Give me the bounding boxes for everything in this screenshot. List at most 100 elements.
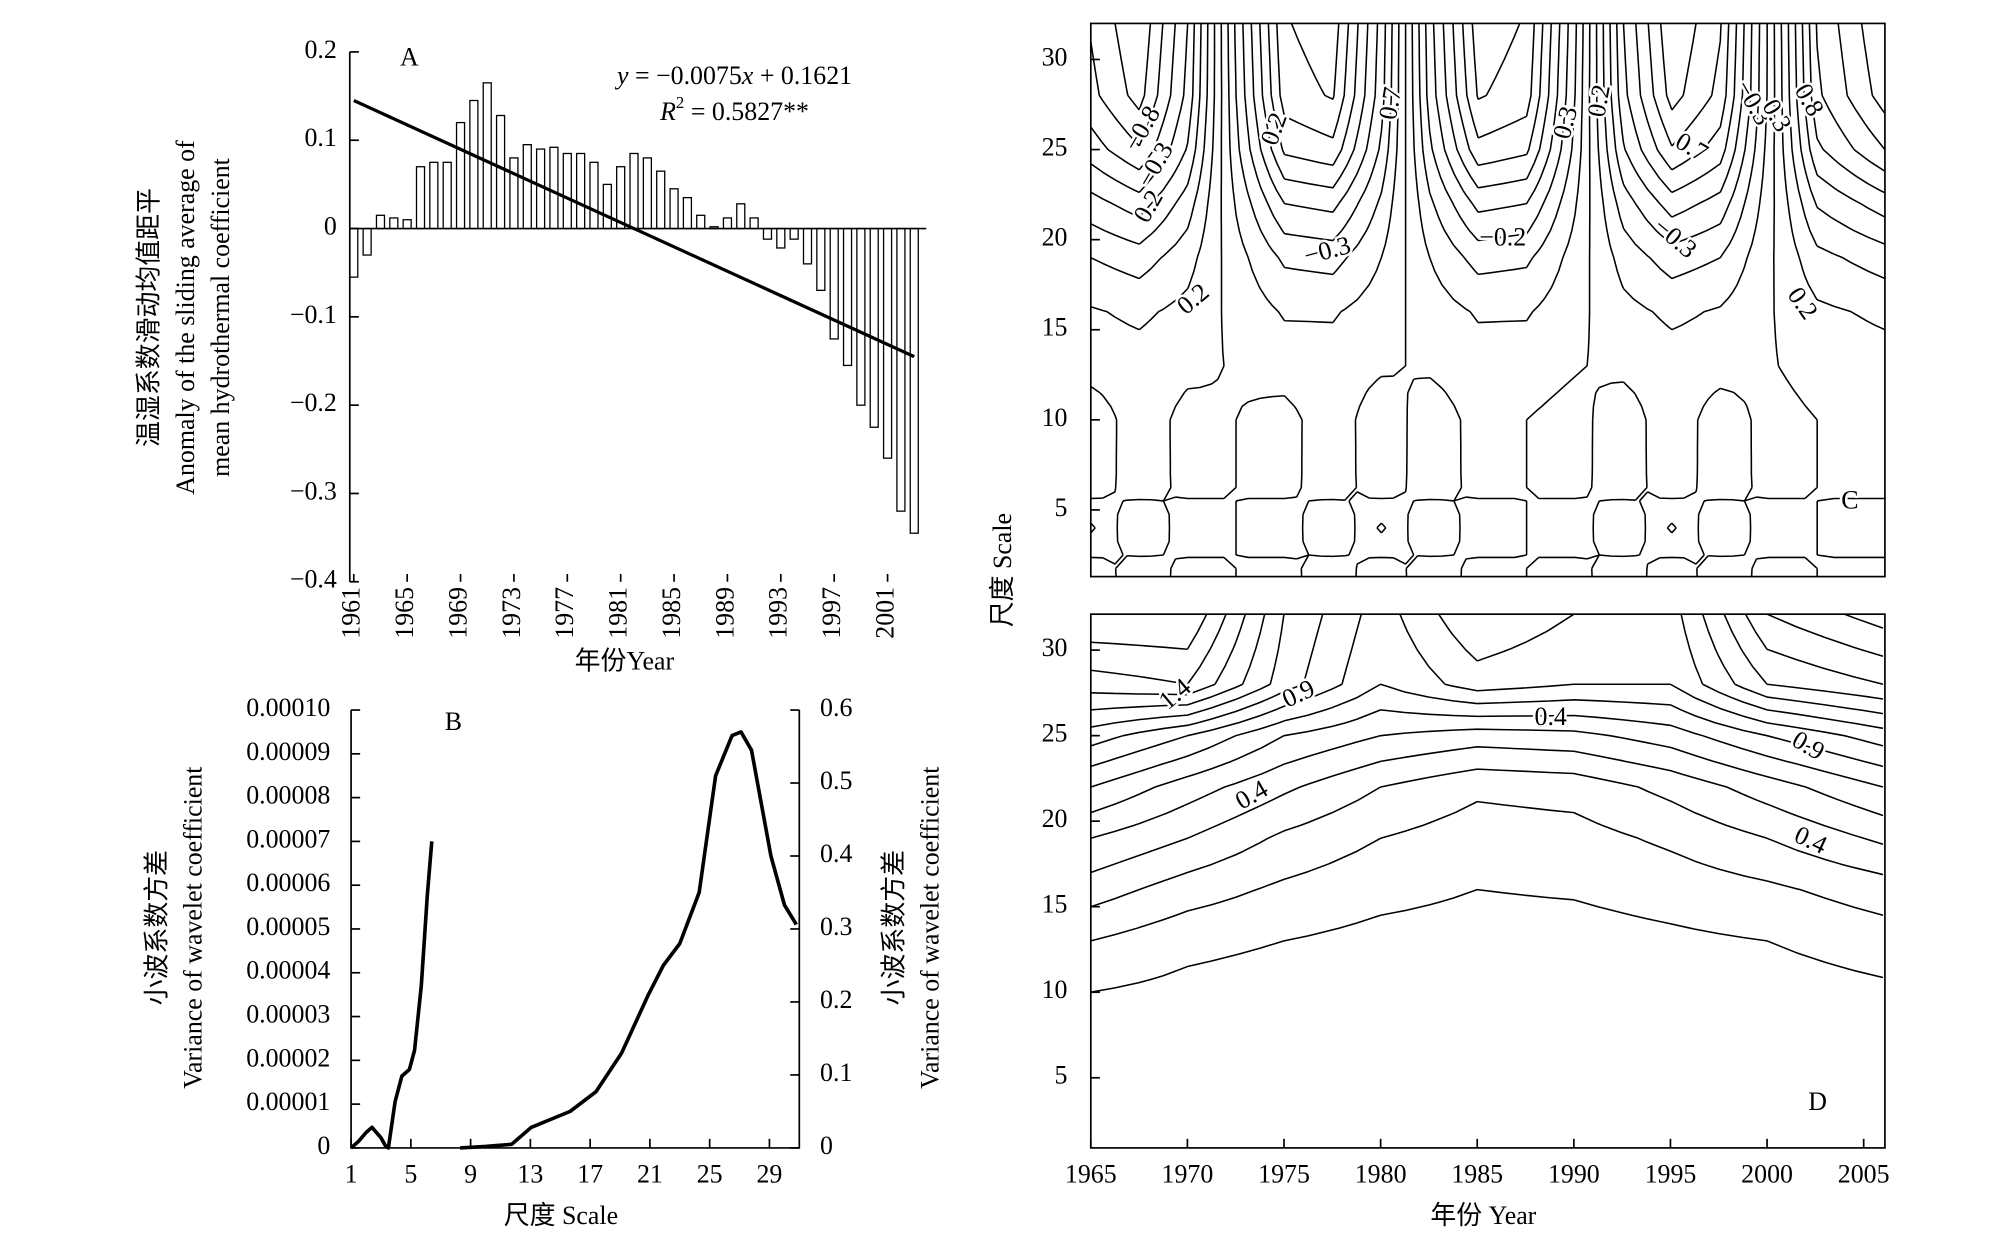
contour-group — [1090, 614, 1884, 993]
panel-label: D — [1808, 1087, 1827, 1116]
contour-line — [1227, 23, 1768, 534]
contour-line — [1090, 614, 1884, 651]
axes-frame — [350, 710, 801, 1149]
contour-line — [1090, 614, 1884, 768]
bar — [789, 227, 799, 240]
y-tick-label: 25 — [1042, 719, 1068, 748]
contour-line — [1090, 888, 1884, 993]
x-tick-label: 2000 — [1741, 1159, 1793, 1188]
x-tick-label: 2001 — [871, 587, 900, 639]
x-tick-label: 21 — [637, 1159, 663, 1188]
bar — [909, 227, 919, 534]
bar — [642, 157, 653, 230]
x-tick-label: 1990 — [1548, 1159, 1600, 1188]
bar — [575, 152, 586, 230]
contour-line — [1233, 23, 1761, 280]
bar — [722, 217, 733, 230]
x-tick-label: 13 — [517, 1159, 543, 1188]
plot-frame — [1089, 613, 1886, 1149]
x-tick-label: 1973 — [497, 587, 526, 639]
bar — [522, 144, 532, 230]
panel-label: C — [1841, 486, 1858, 515]
x-tick-label: 1961 — [337, 587, 366, 639]
bar — [482, 82, 492, 230]
bar — [469, 99, 479, 230]
contour-label: 0.2 — [1582, 82, 1616, 119]
contour-line — [1090, 614, 1884, 747]
y2-tick-label: 0.1 — [820, 1058, 852, 1087]
contour-line — [1090, 768, 1884, 908]
y2-axis-label: Variance of wavelet coefficient — [916, 766, 945, 1089]
x-tick-label: 1975 — [1258, 1159, 1310, 1188]
y-axis-label: mean hydrothermal coefficient — [206, 157, 235, 477]
contour-line — [1090, 614, 1884, 728]
contour-line — [1114, 23, 1885, 114]
contour-line — [1276, 23, 1722, 147]
y-tick-label: 30 — [1042, 633, 1068, 662]
contour-line — [1090, 683, 1884, 788]
contour-line — [1259, 23, 1738, 194]
y-tick-label: 0.00008 — [246, 781, 330, 810]
r-squared: R2 = 0.5827** — [659, 93, 809, 126]
contour-label: 0.9 — [1277, 673, 1319, 713]
x-tick-label: 1 — [345, 1159, 358, 1188]
y-tick-label: 0.1 — [304, 123, 336, 152]
bar — [656, 170, 666, 230]
x-tick-label: 1977 — [550, 587, 579, 639]
series-line — [349, 841, 434, 1150]
contour-line — [1090, 23, 1885, 577]
x-tick-label: 1965 — [1065, 1159, 1117, 1188]
y-axis-label: Variance of wavelet coefficient — [179, 766, 208, 1089]
y-tick-label: 10 — [1042, 403, 1068, 432]
bar — [696, 214, 706, 230]
y-tick-label: 30 — [1042, 42, 1068, 71]
contour-line — [1290, 23, 1697, 111]
y-tick-label: 15 — [1042, 313, 1068, 342]
bar — [549, 146, 559, 230]
panel-label: B — [445, 707, 462, 736]
y-axis-label: 温湿系数滑动均值距平 — [135, 188, 164, 447]
contour-group — [1090, 23, 1885, 577]
x-tick-label: 1965 — [390, 587, 419, 639]
contour-line — [1242, 23, 1753, 245]
x-tick-label: 1969 — [443, 587, 472, 639]
bar — [375, 214, 386, 230]
bar — [415, 166, 426, 230]
x-tick-label: 1993 — [764, 587, 793, 639]
bar — [616, 166, 626, 230]
x-tick-label: 1980 — [1355, 1159, 1407, 1188]
y2-tick-label: 0.6 — [820, 693, 852, 722]
y-tick-label: 0.00007 — [246, 824, 330, 853]
equation-part: + 0.1621 — [753, 61, 852, 90]
contour-line — [1090, 23, 1885, 194]
y-axis-label: Anomaly of the sliding average of — [171, 140, 200, 495]
y-tick-label: 5 — [1055, 1061, 1068, 1090]
y-tick-label: −0.2 — [290, 388, 337, 417]
x-tick-label: 29 — [756, 1159, 782, 1188]
x-tick-label: 17 — [577, 1159, 603, 1188]
x-tick-label: 1995 — [1645, 1159, 1697, 1188]
x-axis-label: 年份 Year — [1430, 1201, 1536, 1230]
contour-line — [1267, 23, 1730, 171]
bar — [362, 227, 372, 256]
x-tick-label: 1985 — [1451, 1159, 1503, 1188]
bar — [495, 114, 506, 230]
bar — [802, 227, 813, 265]
bar — [736, 203, 746, 230]
contour-label: 0.4 — [1535, 702, 1567, 731]
x-tick-label: 5 — [404, 1159, 417, 1188]
bar — [629, 152, 639, 230]
x-tick-label: 1985 — [657, 587, 686, 639]
contour-line — [1090, 614, 1884, 696]
bar — [455, 121, 466, 230]
bar — [389, 217, 399, 230]
equation-part: = −0.0075 — [628, 61, 741, 90]
y-tick-label: 20 — [1042, 223, 1068, 252]
contour-label: 0.7 — [1671, 126, 1714, 167]
bar — [349, 227, 359, 278]
panel-label: A — [400, 43, 419, 72]
x-axis-label: 年份Year — [575, 646, 675, 675]
contour-line — [1090, 800, 1884, 942]
plot-frame — [1089, 22, 1886, 578]
contour-label: −0.2 — [1479, 223, 1526, 252]
